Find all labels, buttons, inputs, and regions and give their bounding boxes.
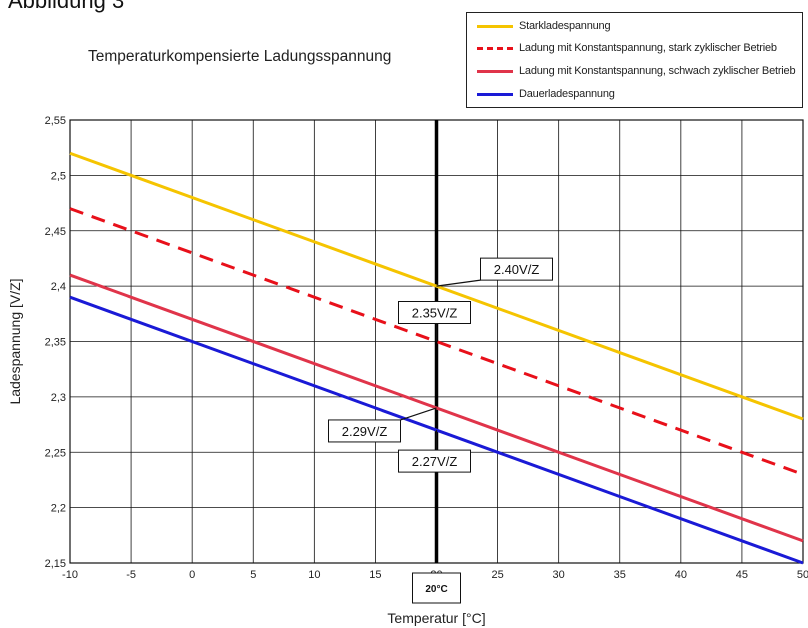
callout-box [398,449,471,473]
reference-marker-label: 20°C [425,584,447,595]
y-tick-label: 2,2 [51,503,66,515]
y-tick-label: 2,4 [51,281,66,293]
callout-box [328,419,401,443]
x-tick-label: 15 [369,569,381,581]
callout-0: 2.40V/Z [436,257,553,287]
legend-label: Ladung mit Konstantspannung, schwach zyk… [519,65,796,77]
y-tick-label: 2,25 [45,447,66,459]
legend: Starkladespannung Ladung mit Konstantspa… [466,12,803,108]
y-tick-label: 2,35 [45,337,66,349]
series-line-2 [69,273,804,543]
x-tick-label: 10 [308,569,320,581]
x-tick-label: 40 [675,569,687,581]
callout-box [480,257,553,281]
callout-leader [400,407,437,421]
y-tick-label: 2,3 [51,392,66,404]
legend-swatch [477,92,513,96]
y-tick-label: 2,15 [45,558,66,570]
series-line-1 [69,207,804,476]
legend-item-dauerladespannung: Dauerladespannung [477,85,615,103]
x-tick-label: 50 [797,569,808,581]
callout-3: 2.27V/Z [398,430,471,473]
x-tick-label: -5 [126,569,136,581]
x-tick-label: 35 [614,569,626,581]
callout-leader [436,279,481,287]
y-axis-label: Ladespannung [V/Z] [7,278,23,404]
y-tick-label: 2,55 [45,115,66,127]
legend-item-stark-zyklisch: Ladung mit Konstantspannung, stark zykli… [477,39,777,57]
callout-box [398,301,471,324]
x-tick-label: 25 [491,569,503,581]
y-tick-label: 2,45 [45,226,66,238]
callout-label: 2.27V/Z [412,454,458,469]
x-tick-label: -10 [62,569,78,581]
legend-item-schwach-zyklisch: Ladung mit Konstantspannung, schwach zyk… [477,62,796,80]
y-tick-label: 2,5 [51,170,66,182]
x-axis-label: Temperatur [°C] [387,610,485,626]
callout-2: 2.29V/Z [328,407,437,443]
legend-swatch [477,24,513,28]
chart-title: Temperaturkompensierte Ladungsspannung [88,48,392,65]
x-tick-label: 0 [189,569,195,581]
x-tick-label: 30 [553,569,565,581]
figure-heading: Abbildung 3 [8,0,125,13]
callout-1: 2.35V/Z [398,301,471,342]
grid [69,119,804,564]
callout-label: 2.35V/Z [412,306,458,321]
reference-marker-box [412,572,461,604]
legend-item-starkladespannung: Starkladespannung [477,17,611,35]
legend-label: Dauerladespannung [519,88,615,100]
legend-swatch [477,46,513,50]
legend-label: Ladung mit Konstantspannung, stark zykli… [519,42,777,54]
x-tick-label: 45 [736,569,748,581]
legend-label: Starkladespannung [519,20,611,32]
x-tick-label: 5 [250,569,256,581]
legend-swatch [477,69,513,73]
callout-label: 2.29V/Z [342,424,388,439]
callout-label: 2.40V/Z [494,262,540,277]
